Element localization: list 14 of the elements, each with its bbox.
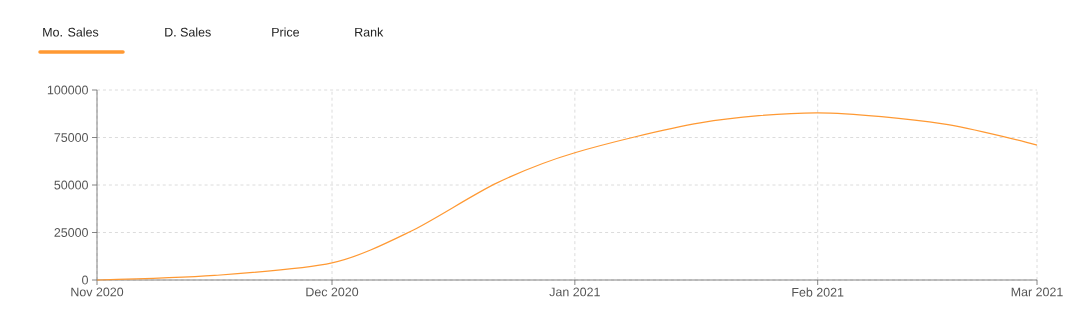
x-tick-label: Dec 2020: [306, 287, 359, 297]
x-tick-label: Mar 2021: [1011, 287, 1063, 297]
x-tick-label: Feb 2021: [792, 287, 844, 297]
x-tick-label: Jan 2021: [549, 287, 600, 297]
y-tick-label: 0: [82, 275, 88, 285]
y-tick-label: 75000: [54, 133, 88, 142]
x-tick-label: Nov 2020: [71, 287, 124, 297]
y-tick-label: 50000: [54, 180, 88, 190]
y-tick-label: 25000: [54, 228, 88, 237]
text: Price: [272, 27, 300, 37]
y-tick-label: 100000: [47, 85, 88, 95]
text: D. Sales: [165, 27, 211, 37]
text: Rank: [355, 27, 384, 37]
text: Mo. Sales: [43, 27, 99, 37]
